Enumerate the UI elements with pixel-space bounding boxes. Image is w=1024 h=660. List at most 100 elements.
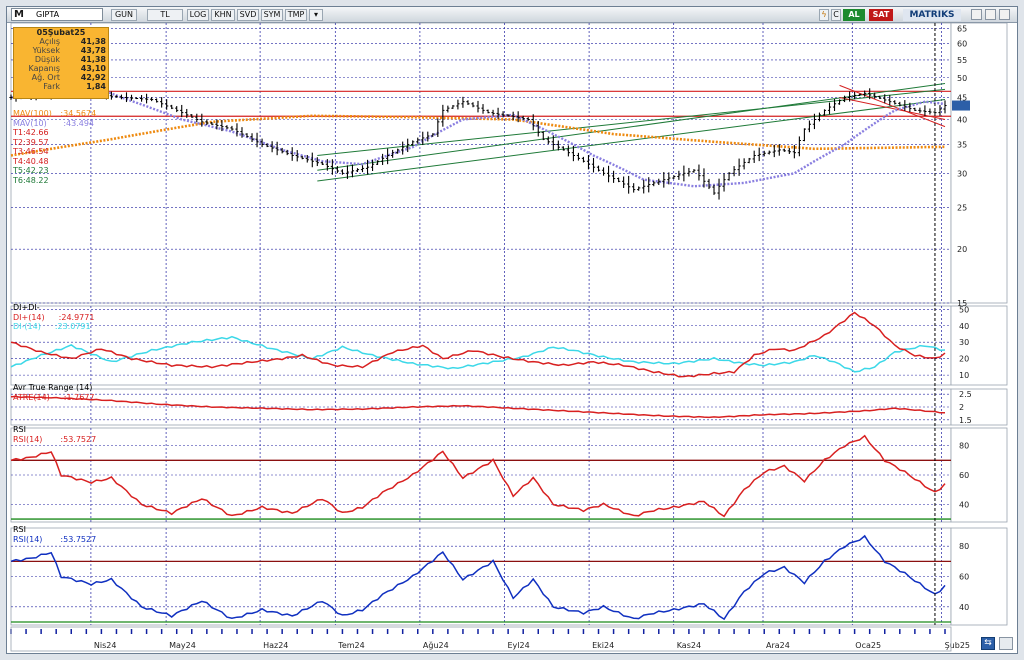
symbol-selector[interactable]: M GIPTA <box>11 8 103 21</box>
info-value: 1,84 <box>86 82 106 91</box>
y-tick-label: 15 <box>957 299 967 308</box>
dmi-legend: DI+DI- DI+(14):24.9771 DI-(14):23.0791 <box>13 303 94 332</box>
y-tick-label: 60 <box>959 573 969 582</box>
y-tick-label: 50 <box>957 74 967 83</box>
series-mav-100- <box>10 114 946 157</box>
x-tick-label: Nis24 <box>94 641 117 650</box>
log-button[interactable]: LOG <box>187 9 209 21</box>
mav10-label: MAV(10) <box>13 118 47 128</box>
y-tick-label: 1.5 <box>959 416 972 425</box>
khn-button[interactable]: KHN <box>211 9 235 21</box>
y-tick-label: 55 <box>957 56 967 65</box>
y-tick-label: 25 <box>957 203 967 212</box>
info-value: 41,38 <box>80 55 106 64</box>
di-minus-value: :23.0791 <box>54 322 91 331</box>
info-row: Düşük 41,38 <box>14 55 108 64</box>
x-tick-label: Şub25 <box>945 641 970 650</box>
info-value: 41,38 <box>80 37 106 46</box>
info-row: Fark 1,84 <box>14 82 108 91</box>
refresh-icon[interactable]: C <box>831 9 841 21</box>
last-price-marker <box>952 100 970 111</box>
atre-value: :1.7677 <box>63 392 95 402</box>
info-value: 43,78 <box>80 46 106 55</box>
info-date: 05Şubat25 <box>36 28 86 37</box>
level-t6: T6:48.22 <box>13 175 49 185</box>
rsi1-label: RSI(14) <box>13 434 43 444</box>
lightning-icon[interactable]: ϟ <box>819 9 829 21</box>
rsi1-value: :53.7527 <box>60 434 97 444</box>
sell-button[interactable]: SAT <box>869 9 893 21</box>
price-legend: MAV(100) :34.5674 MAV(10) :43.494 T1:42.… <box>13 109 96 185</box>
info-row: Ağ. Ort 42,92 <box>14 73 108 82</box>
series-mav-10- <box>10 84 946 188</box>
chart-window: M GIPTA GUN TL LOG KHN SVD SYM TMP ▾ ϟ C… <box>6 6 1018 654</box>
buy-button[interactable]: AL <box>843 9 865 21</box>
axis-panel-3 <box>950 427 1008 523</box>
x-tick-label: Haz24 <box>263 641 288 650</box>
info-value: 43,10 <box>80 64 106 73</box>
atr-title: Avr True Range (14) <box>13 383 93 392</box>
rsi2-legend: RSI RSI(14):53.7527 <box>13 525 96 544</box>
x-tick-label: Eyl24 <box>508 641 530 650</box>
axis-panel-0 <box>950 23 1008 304</box>
level-t1: T1:42.66 <box>13 128 49 137</box>
y-tick-label: 50 <box>959 305 969 314</box>
x-tick-label: May24 <box>169 641 196 650</box>
info-row: Kapanış 43,10 <box>14 64 108 73</box>
series-rsi-14- <box>10 534 946 621</box>
info-box: 05Şubat25 Açılış 41,38 Yüksek 43,78 Düşük 41,… <box>13 27 109 99</box>
axis-panel-2 <box>950 388 1008 426</box>
sym-button[interactable]: SYM <box>261 9 283 21</box>
mav100-value: :34.5674 <box>60 109 97 118</box>
info-value: 42,92 <box>80 73 106 82</box>
settings-icon[interactable] <box>999 637 1013 650</box>
y-tick-label: 35 <box>957 140 967 149</box>
x-tick-label: Ara24 <box>766 641 790 650</box>
y-tick-label: 20 <box>957 245 967 254</box>
currency-button[interactable]: TL <box>147 9 183 21</box>
info-label: Fark <box>43 82 60 91</box>
y-tick-label: 60 <box>957 40 967 49</box>
info-label: Ağ. Ort <box>31 73 60 82</box>
series-atre-14- <box>10 395 946 419</box>
y-tick-label: 40 <box>959 322 969 331</box>
close-icon[interactable] <box>999 9 1010 20</box>
x-tick-label: Tem24 <box>337 641 364 650</box>
y-tick-label: 80 <box>959 542 969 551</box>
symbol-letter: M <box>14 9 24 20</box>
rsi2-value: :53.7527 <box>60 534 97 544</box>
y-tick-label: 2.5 <box>959 390 972 399</box>
minimize-icon[interactable] <box>971 9 982 20</box>
restore-icon[interactable] <box>985 9 996 20</box>
rsi1-title: RSI <box>13 425 26 434</box>
level-t4: T4:40.48 <box>13 156 49 166</box>
y-tick-label: 30 <box>957 169 967 178</box>
series-di-14- <box>10 311 946 378</box>
chart-area: 15 20 25 30 35 40 45 50 55 60 65 Nis24 May24 Haz24 Tem… <box>9 23 1008 652</box>
panel-0 <box>10 23 952 304</box>
y-tick-label: 60 <box>959 471 969 480</box>
level-t2: T2:39.57 <box>13 137 49 147</box>
period-button[interactable]: GUN <box>111 9 137 21</box>
series-di-14- <box>10 335 946 373</box>
info-row: Yüksek 43,78 <box>14 46 108 55</box>
atre-label: ATRE(14) <box>13 392 50 402</box>
scroll-button[interactable]: ⇆ <box>981 637 995 650</box>
di-plus-label: DI+(14) <box>13 312 45 322</box>
toolbar: M GIPTA GUN TL LOG KHN SVD SYM TMP ▾ ϟ C… <box>7 7 1017 23</box>
mav100-label: MAV(100) <box>13 109 52 118</box>
y-tick-label: 20 <box>959 355 969 364</box>
info-label: Düşük <box>34 55 60 64</box>
rsi1-legend: RSI RSI(14) :53.7527 <box>13 425 96 444</box>
chevron-down-icon[interactable]: ▾ <box>309 9 323 21</box>
y-tick-label: 40 <box>959 500 969 509</box>
y-tick-label: 40 <box>959 603 969 612</box>
info-label: Açılış <box>39 37 60 46</box>
x-tick-label: Ağu24 <box>423 641 449 650</box>
brand-logo: MATRIKS <box>903 9 961 21</box>
time-axis <box>10 626 952 652</box>
svd-button[interactable]: SVD <box>237 9 259 21</box>
y-tick-label: 80 <box>959 442 969 451</box>
tmp-button[interactable]: TMP <box>285 9 307 21</box>
trend-line <box>317 99 946 182</box>
